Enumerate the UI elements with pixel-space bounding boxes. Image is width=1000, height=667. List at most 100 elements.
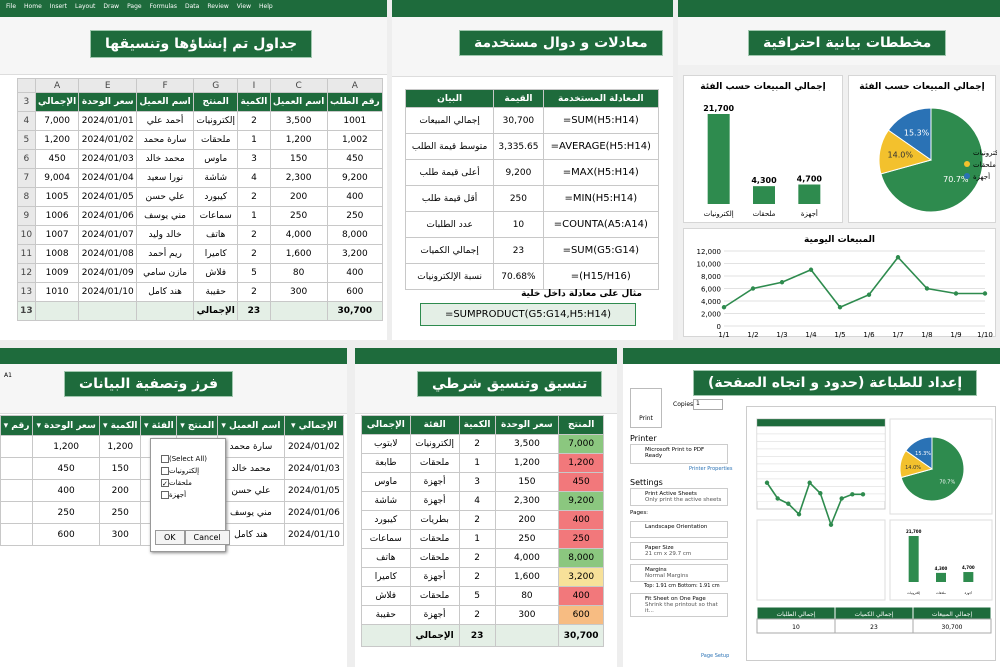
row-number[interactable]: 9: [17, 206, 36, 226]
ribbon-tab[interactable]: Draw: [103, 3, 120, 10]
table-cell[interactable]: =(H15/H16): [542, 263, 660, 290]
table-cell[interactable]: 250: [326, 206, 384, 226]
table-cell[interactable]: ماوس: [193, 149, 239, 169]
printer-properties-link[interactable]: Printer Properties: [689, 466, 733, 472]
table-cell[interactable]: فلاش: [193, 263, 239, 283]
row-number[interactable]: 7: [17, 168, 36, 188]
table-cell[interactable]: 7,000: [34, 111, 80, 131]
table-cell[interactable]: 2024/01/10: [78, 282, 138, 302]
table-cell[interactable]: 3: [237, 149, 271, 169]
table-cell[interactable]: 2024/01/06: [283, 501, 345, 524]
table-cell[interactable]: مازن سامي: [136, 263, 195, 283]
table-cell[interactable]: 7,000: [558, 434, 604, 454]
column-letter[interactable]: A: [34, 78, 80, 93]
table-cell[interactable]: إلكترونيات: [409, 434, 460, 454]
table-cell[interactable]: 2,300: [494, 491, 560, 511]
table-cell[interactable]: 300: [269, 282, 328, 302]
row-number[interactable]: [17, 78, 36, 93]
setting-item[interactable]: Margins Normal Margins: [630, 564, 728, 582]
table-cell[interactable]: 450: [558, 472, 604, 492]
row-number[interactable]: 5: [17, 130, 36, 150]
table-cell[interactable]: ملحقات: [409, 586, 460, 606]
table-cell[interactable]: 2024/01/02: [78, 130, 138, 150]
table-cell[interactable]: 8,000: [558, 548, 604, 568]
table-cell[interactable]: 4,000: [494, 548, 560, 568]
table-cell[interactable]: أحمد علي: [136, 111, 195, 131]
filter-dropdown[interactable]: (Select All) إلكترونيات ✓ملحقات أجهزة OK Canc…: [150, 438, 230, 552]
column-header[interactable]: رقم ▾: [0, 415, 34, 436]
table-cell[interactable]: هند كامل: [136, 282, 195, 302]
table-cell[interactable]: كيبورد: [193, 187, 239, 207]
table-cell[interactable]: 1006: [34, 206, 80, 226]
checkbox[interactable]: [161, 491, 169, 499]
checkbox[interactable]: [161, 467, 169, 475]
table-cell[interactable]: 450: [32, 457, 101, 480]
table-cell[interactable]: 1005: [34, 187, 80, 207]
table-cell[interactable]: 2: [237, 187, 271, 207]
table-cell[interactable]: إلكترونيات: [193, 111, 239, 131]
table-cell[interactable]: 2: [237, 111, 271, 131]
table-cell[interactable]: 450: [34, 149, 80, 169]
column-header[interactable]: اسم العميل ▾: [217, 415, 285, 436]
table-cell[interactable]: 400: [326, 263, 384, 283]
ribbon-tab[interactable]: Layout: [74, 3, 96, 10]
setting-item[interactable]: Print Active Sheets Only print the active…: [630, 488, 728, 506]
table-cell[interactable]: 400: [326, 187, 384, 207]
table-cell[interactable]: =COUNTA(A5:A14): [542, 211, 660, 238]
table-cell[interactable]: طابعة: [361, 453, 411, 473]
table-cell[interactable]: 150: [269, 149, 328, 169]
table-cell[interactable]: فلاش: [361, 586, 411, 606]
table-cell[interactable]: ملحقات: [409, 453, 460, 473]
table-cell[interactable]: حقيبة: [193, 282, 239, 302]
table-cell[interactable]: 2024/01/10: [283, 523, 345, 546]
table-cell[interactable]: 200: [99, 479, 142, 502]
table-cell[interactable]: 1: [237, 130, 271, 150]
table-cell[interactable]: 400: [558, 586, 604, 606]
cancel-button[interactable]: Cancel: [184, 530, 230, 545]
total-value[interactable]: 30,700: [326, 301, 384, 321]
table-cell[interactable]: 250: [493, 185, 544, 212]
column-header[interactable]: الفئة ▾: [140, 415, 178, 436]
table-cell[interactable]: ملحقات: [409, 529, 460, 549]
table-cell[interactable]: =MIN(H5:H14): [542, 185, 660, 212]
table-cell[interactable]: 2024/01/08: [78, 244, 138, 264]
print-button[interactable]: Print: [630, 388, 662, 428]
table-cell[interactable]: 3,500: [269, 111, 328, 131]
filter-option[interactable]: (Select All): [157, 455, 219, 463]
table-cell[interactable]: 200: [494, 510, 560, 530]
column-letter[interactable]: A: [326, 78, 384, 93]
table-cell[interactable]: 250: [494, 529, 560, 549]
setting-item[interactable]: Fit Sheet on One Page Shrink the printout…: [630, 593, 728, 617]
table-cell[interactable]: 400: [32, 479, 101, 502]
table-cell[interactable]: 450: [326, 149, 384, 169]
table-cell[interactable]: مني يوسف: [136, 206, 195, 226]
table-cell[interactable]: 1008: [34, 244, 80, 264]
table-cell[interactable]: 1,200: [558, 453, 604, 473]
table-cell[interactable]: كيبورد: [361, 510, 411, 530]
table-cell[interactable]: نورا سعيد: [136, 168, 195, 188]
table-cell[interactable]: متوسط قيمة الطلب: [404, 133, 495, 160]
table-cell[interactable]: علي حسن: [217, 479, 285, 502]
table-cell[interactable]: 2024/01/03: [78, 149, 138, 169]
table-cell[interactable]: حقيبة: [361, 605, 411, 625]
table-cell[interactable]: 10: [493, 211, 544, 238]
total-value[interactable]: 30,700: [558, 624, 604, 647]
row-number[interactable]: 11: [17, 244, 36, 264]
table-cell[interactable]: نسبة الإلكترونيات: [404, 263, 495, 290]
table-cell[interactable]: 2,300: [269, 168, 328, 188]
table-cell[interactable]: أعلى قيمة طلب: [404, 159, 495, 186]
table-cell[interactable]: 600: [32, 523, 101, 546]
column-letter[interactable]: C: [269, 78, 328, 93]
table-cell[interactable]: 70.68%: [493, 263, 544, 290]
table-cell[interactable]: 2: [458, 605, 496, 625]
table-cell[interactable]: 2: [237, 225, 271, 245]
checkbox[interactable]: [161, 455, 169, 463]
table-cell[interactable]: 4: [237, 168, 271, 188]
table-cell[interactable]: 1,200: [34, 130, 80, 150]
table-cell[interactable]: 200: [269, 187, 328, 207]
table-cell[interactable]: 8,000: [326, 225, 384, 245]
table-cell[interactable]: 1001: [326, 111, 384, 131]
column-header[interactable]: المنتج ▾: [176, 415, 219, 436]
table-cell[interactable]: 4: [458, 491, 496, 511]
table-cell[interactable]: 1007: [34, 225, 80, 245]
